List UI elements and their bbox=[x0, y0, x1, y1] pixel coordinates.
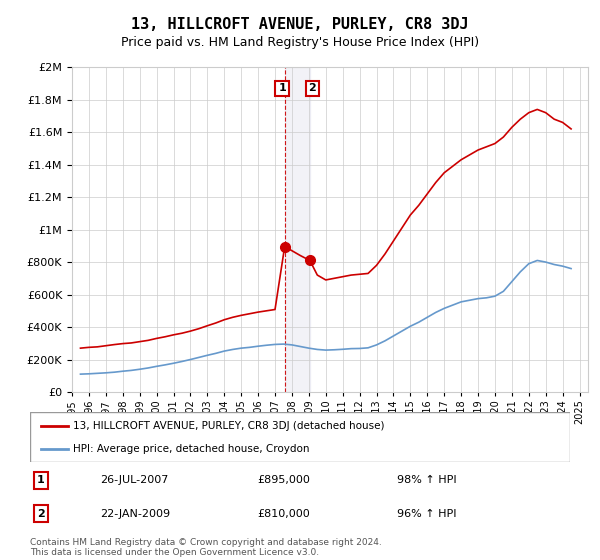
Text: 26-JUL-2007: 26-JUL-2007 bbox=[100, 475, 169, 485]
Text: Price paid vs. HM Land Registry's House Price Index (HPI): Price paid vs. HM Land Registry's House … bbox=[121, 36, 479, 49]
FancyBboxPatch shape bbox=[30, 412, 570, 462]
Text: Contains HM Land Registry data © Crown copyright and database right 2024.
This d: Contains HM Land Registry data © Crown c… bbox=[30, 538, 382, 557]
Text: 96% ↑ HPI: 96% ↑ HPI bbox=[397, 509, 457, 519]
Text: £895,000: £895,000 bbox=[257, 475, 310, 485]
Text: 2: 2 bbox=[37, 509, 44, 519]
Text: 2: 2 bbox=[308, 83, 316, 94]
Text: HPI: Average price, detached house, Croydon: HPI: Average price, detached house, Croy… bbox=[73, 445, 310, 454]
Bar bbox=[284, 67, 310, 392]
Text: 13, HILLCROFT AVENUE, PURLEY, CR8 3DJ (detached house): 13, HILLCROFT AVENUE, PURLEY, CR8 3DJ (d… bbox=[73, 421, 385, 431]
Text: 1: 1 bbox=[37, 475, 44, 485]
Text: 22-JAN-2009: 22-JAN-2009 bbox=[100, 509, 170, 519]
Text: £810,000: £810,000 bbox=[257, 509, 310, 519]
Text: 13, HILLCROFT AVENUE, PURLEY, CR8 3DJ: 13, HILLCROFT AVENUE, PURLEY, CR8 3DJ bbox=[131, 17, 469, 32]
Text: 98% ↑ HPI: 98% ↑ HPI bbox=[397, 475, 457, 485]
Text: 1: 1 bbox=[278, 83, 286, 94]
